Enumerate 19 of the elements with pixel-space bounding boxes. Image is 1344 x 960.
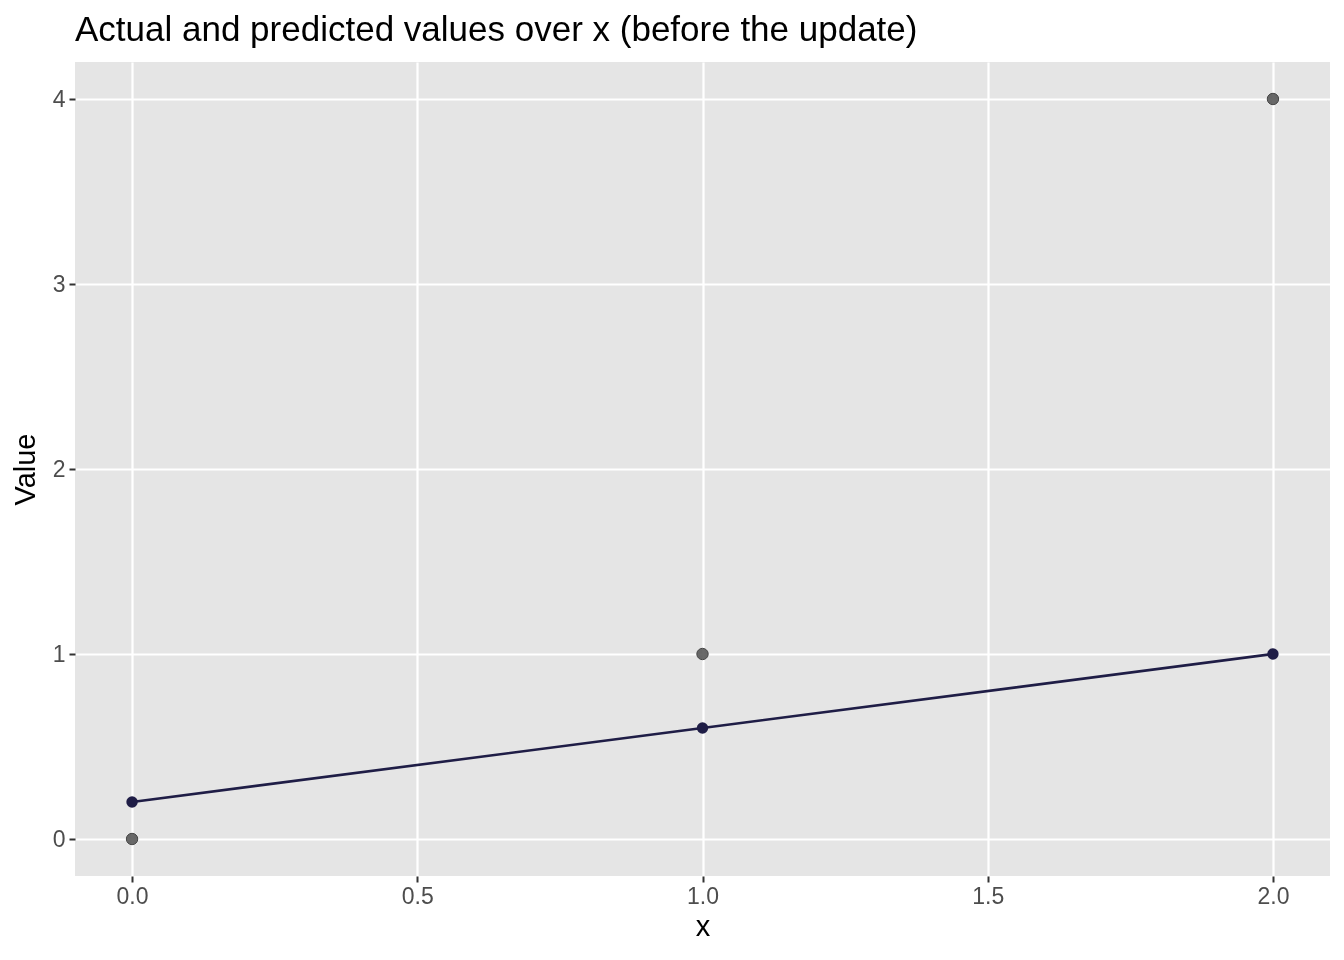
x-tick-label: 2.0 bbox=[1257, 882, 1290, 909]
y-axis-title: Value bbox=[8, 433, 41, 506]
y-tick-label: 0 bbox=[52, 825, 66, 852]
point bbox=[126, 796, 138, 808]
y-tick-label: 1 bbox=[52, 640, 66, 667]
y-tick-label: 2 bbox=[52, 455, 66, 482]
point bbox=[1267, 648, 1279, 660]
x-tick-label: 1.0 bbox=[687, 882, 719, 909]
point bbox=[696, 722, 709, 734]
x-axis-title: x bbox=[695, 909, 711, 942]
point bbox=[1266, 92, 1280, 106]
x-tick-label: 0.0 bbox=[116, 882, 149, 909]
y-tick-label: 4 bbox=[52, 85, 66, 112]
x-tick-label: 1.5 bbox=[972, 882, 1005, 909]
point bbox=[125, 832, 139, 846]
point bbox=[696, 647, 709, 661]
x-tick-label: 0.5 bbox=[401, 882, 434, 909]
chart-title: Actual and predicted values over x (before the update) bbox=[75, 9, 918, 48]
y-tick-label: 3 bbox=[52, 270, 66, 297]
